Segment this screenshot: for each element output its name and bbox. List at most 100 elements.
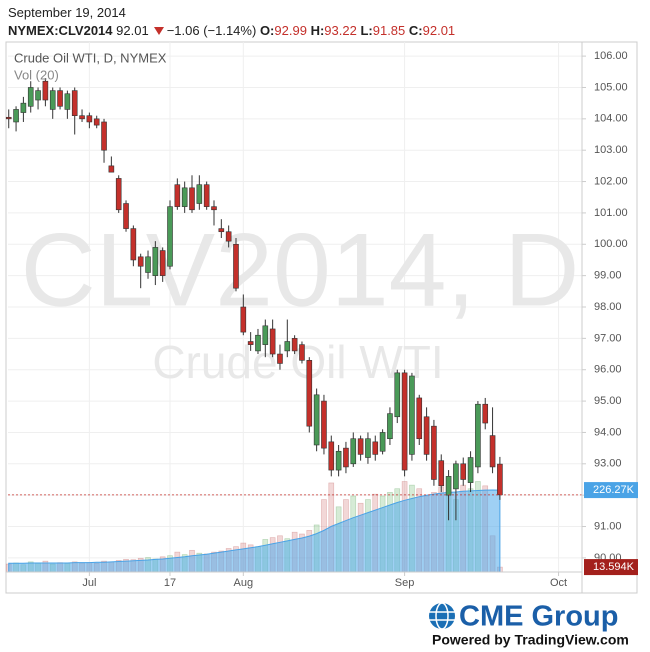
candle-body	[13, 109, 19, 123]
candle-body	[108, 165, 115, 173]
candle-body	[240, 306, 247, 333]
candle-body	[291, 338, 298, 352]
candle-body	[130, 228, 137, 261]
candle-body	[262, 325, 269, 345]
candle-body	[394, 372, 401, 418]
candle-body	[196, 184, 203, 204]
candle-body	[335, 450, 342, 471]
candle-body	[460, 463, 467, 480]
candle-body	[247, 341, 254, 345]
low-value: 91.85	[372, 23, 406, 38]
y-tick-label: 103.00	[594, 144, 628, 156]
candle-body	[438, 460, 445, 487]
y-tick-label: 91.00	[594, 520, 622, 532]
y-tick-label: 98.00	[594, 301, 622, 313]
y-tick-label: 106.00	[594, 50, 628, 62]
ma-value-label: 226.27K	[593, 484, 635, 496]
candle-body	[343, 447, 349, 468]
volume-value-label: 13.594K	[593, 561, 635, 573]
candle-body	[203, 184, 210, 207]
candle-body	[174, 184, 181, 207]
candle-body	[35, 90, 41, 101]
candle-body	[269, 328, 276, 355]
header: September 19, 2014 NYMEX:CLV2014 92.01 −1…	[8, 4, 455, 40]
y-tick-label: 100.00	[594, 238, 628, 250]
close-value: 92.01	[422, 23, 456, 38]
candle-body	[365, 438, 371, 458]
candle-body	[101, 121, 107, 151]
y-tick-label: 96.00	[594, 364, 622, 376]
candle-body	[49, 90, 56, 110]
candle-body	[306, 360, 313, 427]
candle-body	[453, 463, 459, 490]
volume-value-box	[584, 559, 638, 576]
volume-ma-area	[8, 489, 501, 573]
candle-body	[145, 256, 151, 273]
x-tick-label: 17	[164, 577, 176, 589]
ohlc-label: L:	[360, 23, 373, 38]
x-tick-label: Aug	[234, 577, 254, 589]
open-value: 92.99	[274, 23, 307, 38]
candle-body	[20, 102, 27, 113]
candle-body	[357, 438, 364, 455]
y-tick-label: 104.00	[594, 113, 628, 125]
ohlc-label: C:	[408, 23, 423, 38]
candle-body	[489, 435, 496, 468]
candle-body	[57, 90, 63, 107]
legend-title: Crude Oil WTI, D, NYMEX	[14, 50, 167, 65]
candle-body	[372, 441, 379, 455]
candle-body	[445, 476, 452, 496]
candle-body	[137, 256, 144, 267]
candle-body	[255, 334, 261, 352]
candle-body	[152, 247, 159, 276]
candle-body	[42, 80, 49, 101]
down-arrow	[153, 27, 164, 35]
candle-body	[233, 243, 239, 289]
y-tick-label: 93.00	[594, 458, 622, 470]
candle-body	[167, 206, 173, 267]
candle-body	[115, 178, 122, 211]
candle-body	[475, 403, 481, 468]
symbol: NYMEX:CLV2014	[8, 23, 113, 38]
candle-body	[350, 438, 357, 465]
last-price: 92.01	[116, 23, 149, 38]
candle-body	[86, 115, 93, 123]
cme-logo	[429, 602, 455, 630]
candle-body	[497, 463, 503, 496]
candle-body	[159, 250, 166, 276]
candle-body	[71, 90, 78, 116]
y-tick-label: 95.00	[594, 395, 622, 407]
change: −1.06 (−1.14%)	[166, 23, 257, 38]
candle-body	[409, 375, 415, 455]
candle-body	[218, 228, 225, 233]
y-tick-label: 101.00	[594, 207, 628, 219]
footer-credit: Powered by TradingView.com	[432, 632, 629, 648]
candle-body	[379, 432, 386, 452]
candle-body	[321, 400, 327, 449]
x-tick-label: Jul	[82, 577, 96, 589]
candle-body	[189, 187, 195, 211]
candle-body	[416, 397, 423, 440]
candle-body	[93, 118, 100, 126]
watermark: CLV2014, D	[21, 212, 580, 328]
y-tick-label: 94.00	[594, 426, 622, 438]
candle-body	[284, 341, 291, 352]
frame	[5, 41, 638, 594]
y-tick-label: 105.00	[594, 81, 628, 93]
candle-body	[5, 116, 12, 120]
header-date: September 19, 2014	[8, 5, 126, 20]
ohlc-label: H:	[310, 23, 325, 38]
y-tick-label: 102.00	[594, 175, 628, 187]
candle-body	[387, 413, 393, 440]
x-tick-label: Oct	[550, 577, 567, 589]
candle-body	[64, 93, 71, 110]
y-tick-label: 97.00	[594, 332, 622, 344]
candle-body	[431, 425, 437, 480]
y-tick-label: 99.00	[594, 270, 622, 282]
footer-brand: CME Group	[459, 601, 619, 633]
candle-body	[211, 206, 217, 211]
candle-body	[467, 457, 474, 483]
x-tick-label: Sep	[395, 577, 415, 589]
